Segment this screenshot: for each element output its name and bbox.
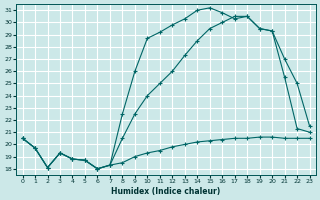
- X-axis label: Humidex (Indice chaleur): Humidex (Indice chaleur): [111, 187, 221, 196]
